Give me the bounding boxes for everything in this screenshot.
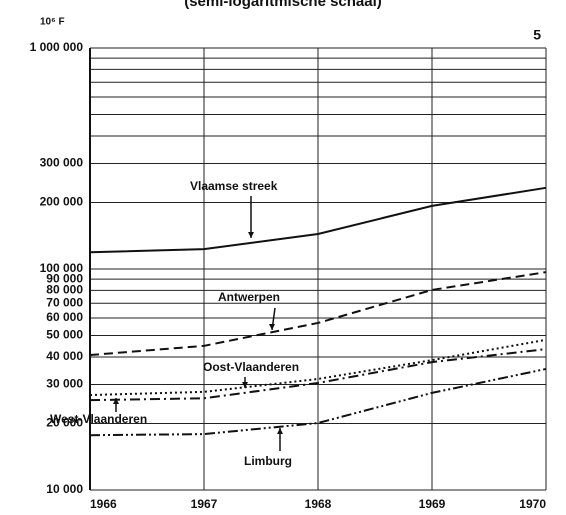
y-tick-label: 40 000 — [46, 349, 83, 363]
series-label: Oost-Vlaanderen — [203, 360, 299, 374]
series-label: West-Vlaanderen — [50, 412, 147, 426]
y-tick-label: 60 000 — [46, 310, 83, 324]
series-line — [89, 186, 547, 254]
y-tick-label: 90 000 — [46, 271, 83, 285]
series-line — [89, 271, 547, 357]
arrow-head — [277, 428, 283, 434]
arrow-head — [248, 232, 254, 238]
y-tick-label: 100 000 — [40, 261, 84, 275]
series-label: Vlaamse streek — [190, 179, 278, 193]
y-tick-label: 50 000 — [46, 328, 83, 342]
series-line — [89, 348, 547, 402]
page-number: 5 — [533, 27, 541, 43]
chart-title: (semi-logaritmische schaal) — [184, 0, 382, 10]
x-tick-label: 1968 — [305, 497, 332, 511]
arrow-head — [113, 398, 119, 404]
series-line — [89, 338, 547, 397]
x-tick-label: 1969 — [419, 497, 446, 511]
y-tick-label: 300 000 — [40, 156, 84, 170]
x-tick-label: 1970 — [519, 497, 546, 511]
series-line — [89, 367, 547, 437]
y-unit: 10⁶ F — [40, 17, 65, 28]
series-label: Antwerpen — [218, 290, 280, 304]
y-tick-label: 30 000 — [46, 377, 83, 391]
x-tick-label: 1966 — [90, 497, 117, 511]
series-label: Limburg — [244, 454, 292, 468]
y-tick-label: 80 000 — [46, 283, 83, 297]
arrow-head — [269, 324, 275, 330]
arrow-head — [242, 382, 248, 388]
y-tick-label: 1 000 000 — [30, 40, 84, 54]
y-tick-label: 20 000 — [46, 416, 83, 430]
x-tick-label: 1967 — [191, 497, 218, 511]
y-tick-label: 200 000 — [40, 195, 84, 209]
y-tick-label: 10 000 — [46, 482, 83, 496]
y-tick-label: 70 000 — [46, 295, 83, 309]
